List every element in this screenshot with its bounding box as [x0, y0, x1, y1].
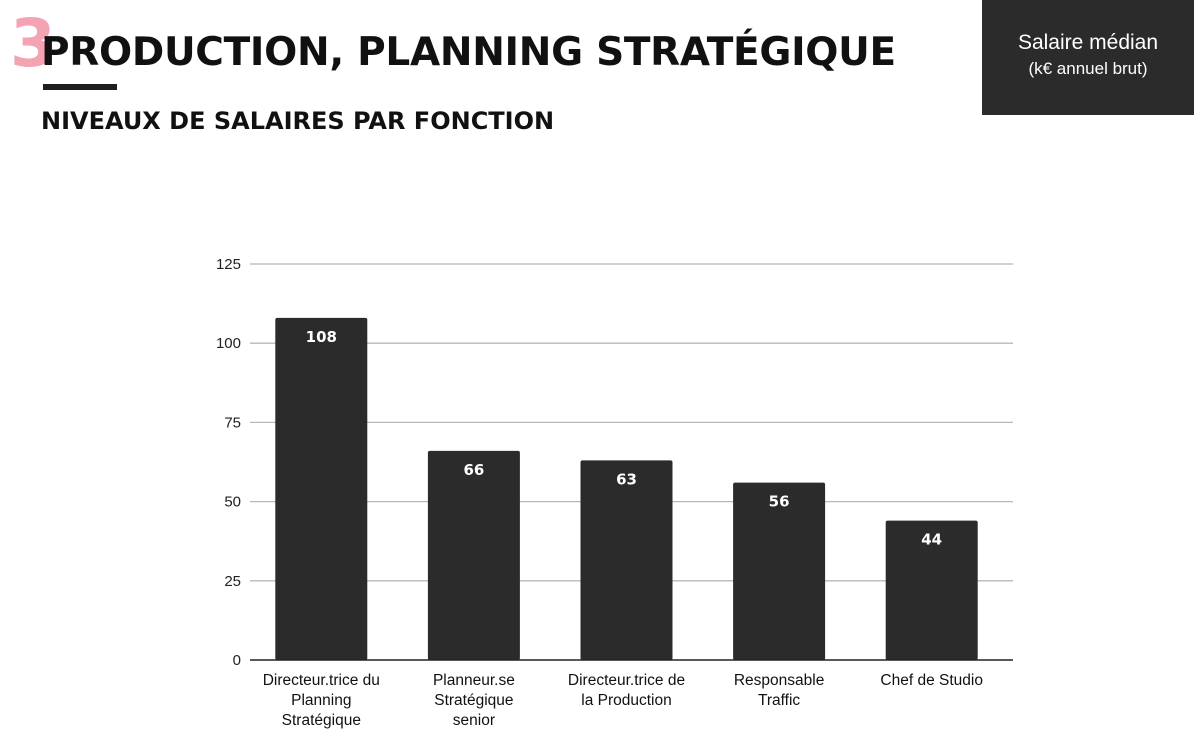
- legend-box: Salaire médian (k€ annuel brut): [982, 0, 1194, 115]
- y-tick-label: 75: [224, 414, 241, 431]
- x-tick-label-line: Planning: [291, 692, 351, 709]
- bar: [427, 450, 520, 660]
- x-tick-label-line: Chef de Studio: [880, 672, 983, 689]
- y-tick-label: 50: [224, 494, 241, 511]
- page-subtitle: NIVEAUX DE SALAIRES PAR FONCTION: [41, 107, 555, 135]
- x-tick-label: Directeur.trice de la Production: [568, 672, 685, 709]
- bar: [580, 460, 673, 660]
- bar: [885, 520, 978, 660]
- bar: [275, 317, 368, 660]
- x-tick-label-line: Traffic: [758, 692, 800, 709]
- bar: [733, 482, 826, 660]
- x-tick-label: Responsable Traffic: [734, 672, 824, 709]
- legend-title: Salaire médian: [1017, 31, 1159, 54]
- title-underline: [43, 84, 117, 90]
- y-tick-label: 25: [224, 573, 241, 590]
- data-label: 56: [769, 493, 790, 511]
- y-tick-label: 125: [216, 256, 241, 273]
- x-tick-label: Chef de Studio: [880, 672, 983, 689]
- data-label: 63: [616, 470, 637, 488]
- page-title: PRODUCTION, PLANNING STRATÉGIQUE: [41, 30, 896, 75]
- legend-unit: (k€ annuel brut): [1028, 59, 1148, 78]
- x-tick-label-line: Responsable: [734, 672, 824, 689]
- data-label: 44: [921, 531, 942, 549]
- y-tick-label: 0: [233, 652, 241, 669]
- data-label: 66: [463, 461, 484, 479]
- x-tick-label-line: Stratégique: [282, 712, 361, 729]
- section-number: 3: [10, 5, 56, 82]
- x-tick-label-line: la Production: [581, 692, 671, 709]
- x-tick-label-line: Planneur.se: [433, 672, 515, 689]
- x-tick-label: Planneur.se Stratégique senior: [433, 672, 515, 729]
- x-tick-label-line: Stratégique: [434, 692, 513, 709]
- x-tick-label-line: Directeur.trice de: [568, 672, 685, 689]
- x-tick-label-line: senior: [453, 712, 495, 729]
- data-label: 108: [306, 328, 337, 346]
- x-tick-label: Directeur.trice du Planning Stratégique: [263, 672, 380, 729]
- x-tick-label-line: Directeur.trice du: [263, 672, 380, 689]
- y-tick-label: 100: [216, 335, 241, 352]
